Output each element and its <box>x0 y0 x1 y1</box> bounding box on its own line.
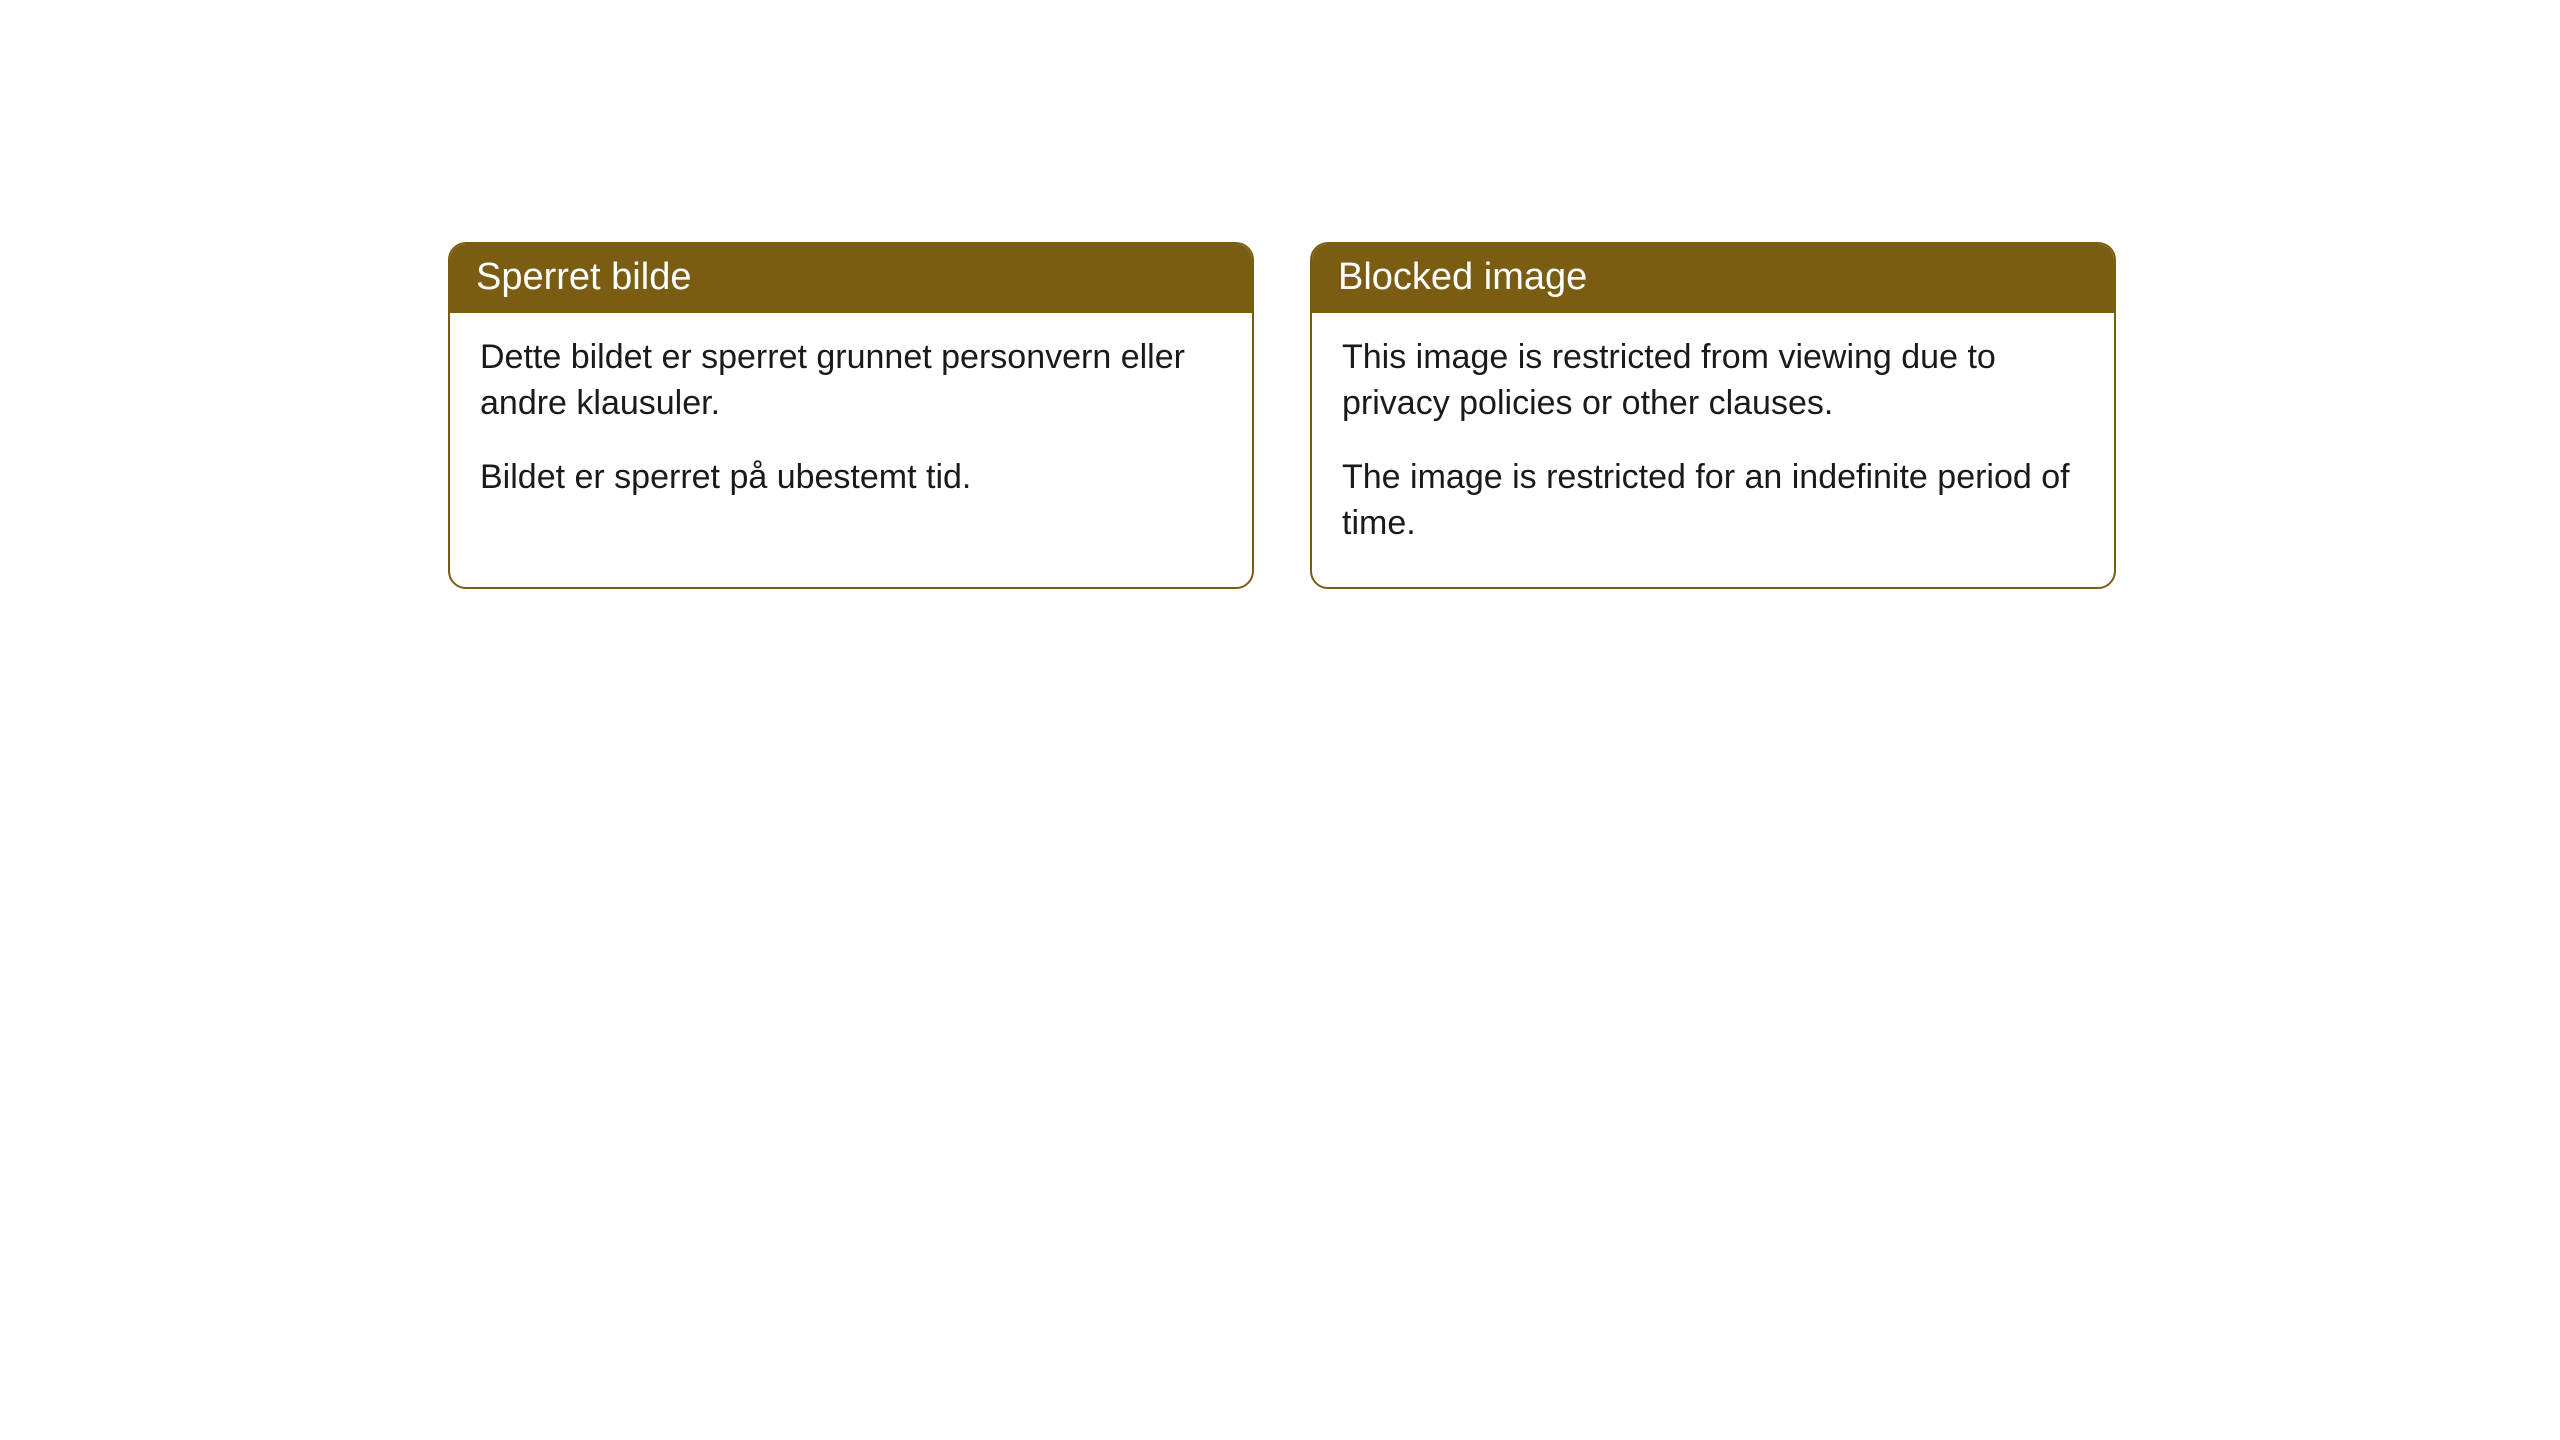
blocked-image-card-norwegian: Sperret bilde Dette bildet er sperret gr… <box>448 242 1254 589</box>
card-paragraph: Bildet er sperret på ubestemt tid. <box>480 455 1222 501</box>
card-header: Blocked image <box>1312 244 2114 313</box>
card-paragraph: The image is restricted for an indefinit… <box>1342 455 2084 547</box>
card-paragraph: Dette bildet er sperret grunnet personve… <box>480 335 1222 427</box>
card-body: Dette bildet er sperret grunnet personve… <box>450 313 1252 541</box>
card-body: This image is restricted from viewing du… <box>1312 313 2114 587</box>
card-header: Sperret bilde <box>450 244 1252 313</box>
card-paragraph: This image is restricted from viewing du… <box>1342 335 2084 427</box>
notice-cards-container: Sperret bilde Dette bildet er sperret gr… <box>0 0 2560 589</box>
blocked-image-card-english: Blocked image This image is restricted f… <box>1310 242 2116 589</box>
